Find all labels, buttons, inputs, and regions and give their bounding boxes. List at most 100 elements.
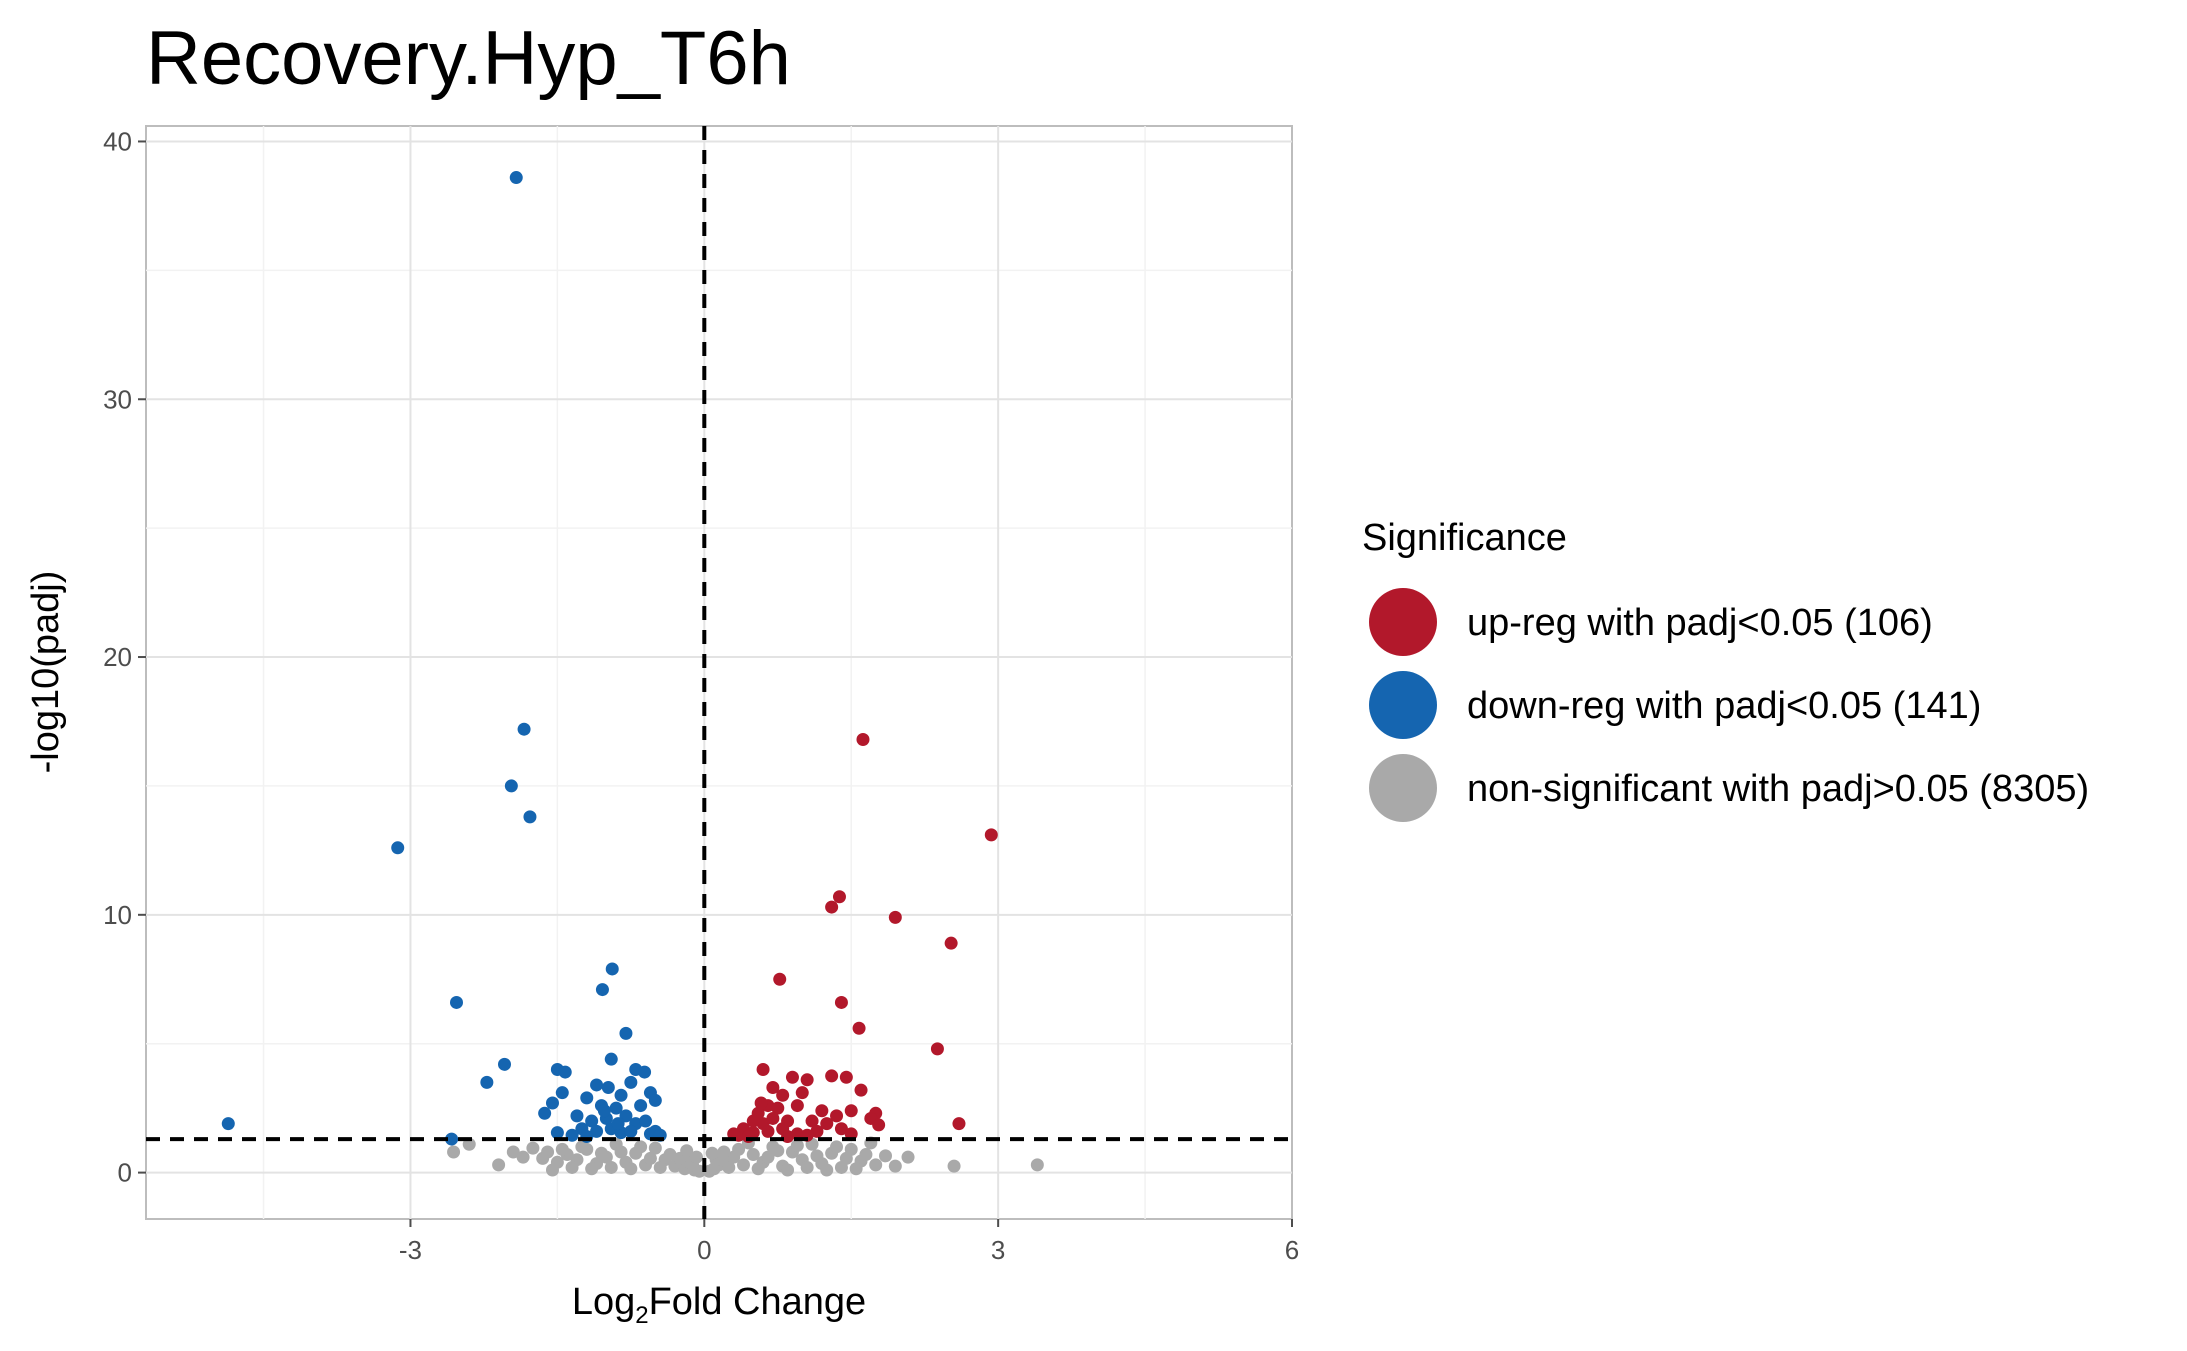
- legend-entry-ns: non-significant with padj>0.05 (8305): [1369, 754, 2089, 822]
- down-point: [517, 722, 531, 736]
- x-tick-label: 6: [1285, 1235, 1299, 1265]
- ns-point: [447, 1145, 461, 1159]
- up-point: [834, 995, 848, 1009]
- ns-point: [541, 1145, 555, 1159]
- up-point: [825, 900, 839, 914]
- up-point: [756, 1062, 770, 1076]
- up-point: [781, 1130, 795, 1144]
- y-axis-ticks: 0 10 20 30 40: [103, 126, 146, 1188]
- ns-point: [689, 1150, 703, 1164]
- up-point: [952, 1117, 966, 1131]
- ns-point: [888, 1159, 902, 1173]
- ns-point: [680, 1144, 694, 1158]
- ns-point: [545, 1163, 559, 1177]
- down-point: [601, 1081, 615, 1095]
- ns-points: [447, 1136, 1044, 1178]
- legend-label-ns: non-significant with padj>0.05 (8305): [1467, 768, 2089, 810]
- down-point: [585, 1114, 599, 1128]
- ns-point: [781, 1163, 795, 1177]
- up-points: [727, 733, 998, 1144]
- x-axis-ticks: -3 0 3 6: [399, 1219, 1299, 1265]
- up-point: [795, 1086, 809, 1100]
- up-point: [776, 1088, 790, 1102]
- ns-point: [732, 1142, 746, 1156]
- down-point: [648, 1093, 662, 1107]
- ns-point: [830, 1140, 844, 1154]
- ns-point: [565, 1160, 579, 1174]
- down-point: [523, 810, 537, 824]
- up-point: [766, 1111, 780, 1125]
- ns-point: [634, 1140, 648, 1154]
- ns-point: [624, 1162, 638, 1176]
- ns-point: [705, 1146, 719, 1160]
- ns-point: [820, 1163, 834, 1177]
- up-point: [810, 1124, 824, 1138]
- legend-title: Significance: [1362, 517, 1567, 559]
- ns-point: [614, 1145, 628, 1159]
- down-point: [624, 1124, 638, 1138]
- down-point: [614, 1088, 628, 1102]
- x-axis-title-suffix: Fold Change: [649, 1281, 867, 1323]
- ns-point: [555, 1142, 569, 1156]
- up-point: [984, 828, 998, 842]
- up-point: [825, 1069, 839, 1083]
- down-point: [634, 1099, 648, 1113]
- ns-point: [516, 1150, 530, 1164]
- down-point: [639, 1114, 653, 1128]
- ns-point: [604, 1160, 618, 1174]
- up-point: [832, 890, 846, 904]
- ns-point: [800, 1160, 814, 1174]
- up-point: [746, 1114, 760, 1128]
- up-point: [785, 1070, 799, 1084]
- legend: Significance up-reg with padj<0.05 (106)…: [1362, 517, 2089, 822]
- ns-point: [761, 1150, 775, 1164]
- up-point: [830, 1109, 844, 1123]
- y-tick-label: 0: [118, 1158, 132, 1188]
- ns-point: [751, 1162, 765, 1176]
- x-axis-title-prefix: Log: [572, 1281, 635, 1323]
- x-axis-title-subscript: 2: [635, 1302, 648, 1329]
- plot-panel: [145, 125, 1293, 1220]
- legend-key-up: [1369, 588, 1437, 656]
- up-point: [856, 733, 870, 747]
- x-tick-label: 3: [991, 1235, 1005, 1265]
- up-point: [771, 1101, 785, 1115]
- up-point: [754, 1096, 768, 1110]
- ns-point: [653, 1160, 667, 1174]
- y-tick-label: 10: [103, 900, 132, 930]
- down-point: [624, 1075, 638, 1089]
- down-point: [558, 1065, 572, 1079]
- ns-point: [1030, 1158, 1044, 1172]
- ns-point: [648, 1141, 662, 1155]
- down-point: [480, 1075, 494, 1089]
- up-point: [773, 972, 787, 986]
- down-point: [449, 995, 463, 1009]
- down-point: [221, 1117, 235, 1131]
- legend-key-down: [1369, 671, 1437, 739]
- down-point: [545, 1096, 559, 1110]
- ns-point: [594, 1146, 608, 1160]
- up-point: [790, 1099, 804, 1113]
- legend-label-up: up-reg with padj<0.05 (106): [1467, 602, 1933, 644]
- down-point: [445, 1132, 459, 1146]
- down-point: [619, 1026, 633, 1040]
- up-point: [872, 1118, 886, 1132]
- down-point: [597, 1104, 611, 1118]
- ns-point: [790, 1139, 804, 1153]
- ns-point: [879, 1149, 893, 1163]
- x-tick-label: 0: [697, 1235, 711, 1265]
- ns-point: [492, 1158, 506, 1172]
- down-point: [638, 1065, 652, 1079]
- up-point: [766, 1081, 780, 1095]
- up-point: [805, 1114, 819, 1128]
- up-point: [930, 1042, 944, 1056]
- legend-entry-down: down-reg with padj<0.05 (141): [1369, 671, 1981, 739]
- legend-key-ns: [1369, 754, 1437, 822]
- up-point: [815, 1104, 829, 1118]
- x-axis-title: Log2Fold Change: [572, 1281, 866, 1329]
- down-point: [391, 841, 405, 855]
- down-point: [565, 1128, 579, 1142]
- down-point: [570, 1109, 584, 1123]
- up-point: [839, 1070, 853, 1084]
